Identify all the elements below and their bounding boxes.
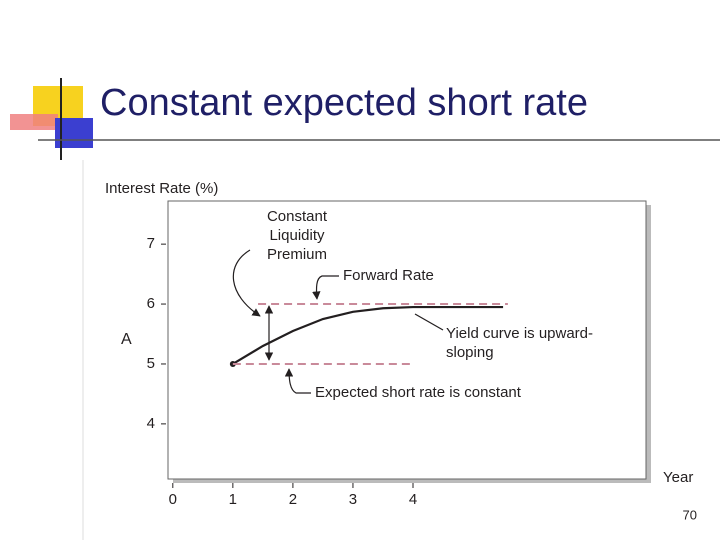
annotation: Forward Rate [343, 267, 434, 284]
y-tick-label: 7 [147, 235, 155, 252]
curve [232, 305, 504, 365]
annotation: Premium [267, 246, 327, 263]
x-axis-label: Year [663, 469, 693, 486]
annotation: sloping [446, 344, 494, 361]
arrow [312, 275, 339, 300]
arrow [284, 368, 311, 394]
deco-red [10, 114, 58, 130]
annotation: Liquidity [269, 227, 325, 244]
annotation: Yield curve is upward- [446, 325, 593, 342]
x-tick-label: 1 [229, 491, 237, 508]
slide-title: Constant expected short rate [100, 82, 588, 124]
y-tick-label: 4 [147, 415, 155, 432]
y-tick-label: 6 [147, 295, 155, 312]
x-tick-label: 3 [349, 491, 357, 508]
y-tick-label: 5 [147, 355, 155, 372]
y-marker: A [121, 331, 132, 348]
y-axis-label: Interest Rate (%) [105, 180, 218, 197]
x-tick-label: 2 [289, 491, 297, 508]
pointer [414, 313, 444, 331]
annotation: Constant [267, 208, 328, 225]
annotation: Expected short rate is constant [315, 384, 522, 401]
page-number: 70 [683, 507, 697, 522]
arrow [232, 249, 261, 317]
x-tick-label: 4 [409, 491, 417, 508]
x-tick-label: 0 [169, 491, 177, 508]
plot-area [167, 200, 647, 480]
